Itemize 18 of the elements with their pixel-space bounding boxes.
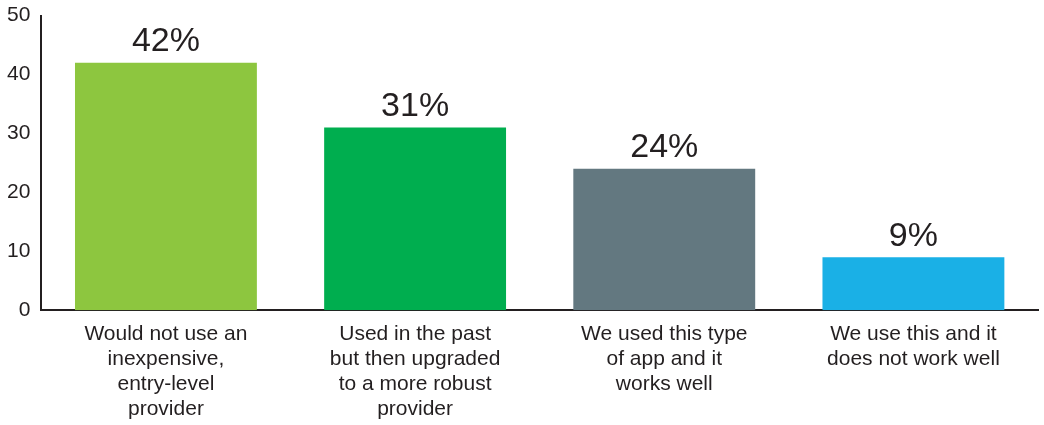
bar bbox=[75, 62, 257, 311]
y-tick-label: 10 bbox=[7, 238, 31, 262]
x-tick-label: Used in the past but then upgraded to a more robust provider bbox=[329, 320, 501, 420]
y-tick-label: 40 bbox=[7, 61, 31, 85]
x-tick-label: We use this and it does not work well bbox=[827, 320, 1000, 369]
x-tick-label: We used this type of app and it works well bbox=[580, 320, 748, 394]
y-tick-label: 50 bbox=[7, 2, 31, 26]
data-label: 31% bbox=[381, 84, 450, 123]
bar bbox=[324, 127, 507, 311]
y-tick-label: 30 bbox=[7, 120, 31, 144]
data-label: 24% bbox=[630, 126, 699, 165]
bar bbox=[822, 257, 1005, 311]
bar bbox=[573, 168, 756, 311]
data-label: 9% bbox=[888, 214, 938, 253]
y-tick-label: 20 bbox=[7, 179, 31, 203]
x-tick-label: Would not use an inexpensive, entry-level provider bbox=[84, 320, 248, 420]
y-tick-label: 0 bbox=[18, 297, 31, 320]
data-label: 42% bbox=[131, 20, 200, 59]
